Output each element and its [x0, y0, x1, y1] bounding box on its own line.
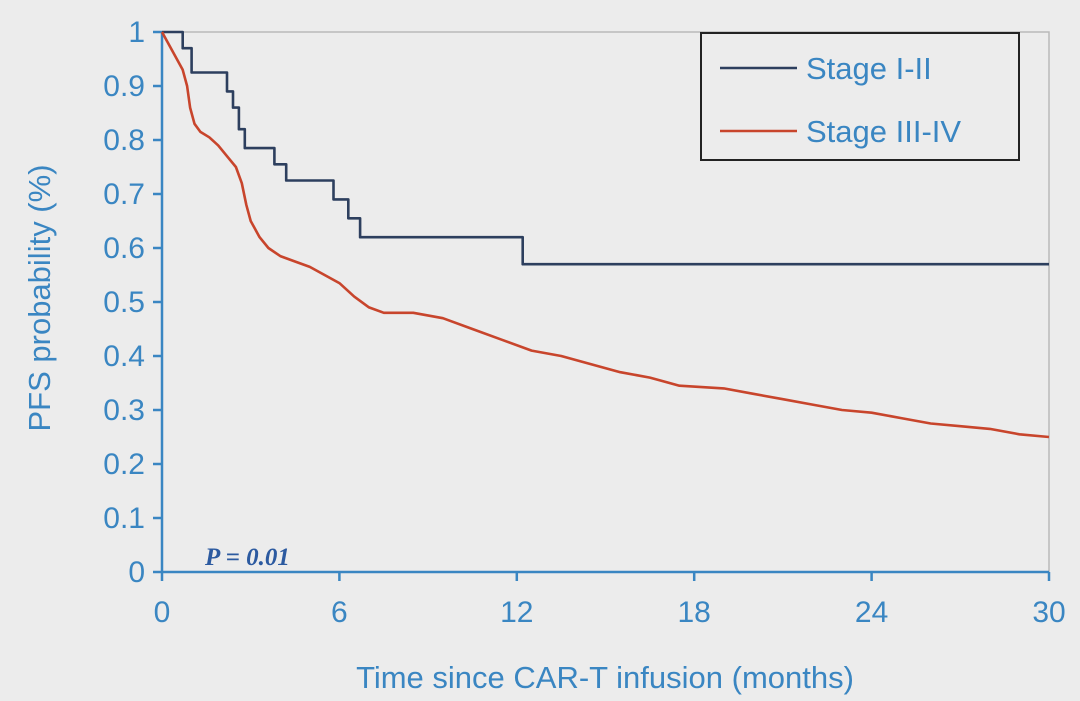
legend-box	[700, 32, 1020, 161]
y-tick-label: 0.9	[103, 70, 145, 103]
x-tick-label: 12	[500, 596, 533, 629]
y-tick-label: 1	[128, 16, 145, 49]
y-tick-label: 0.8	[103, 124, 145, 157]
y-tick-label: 0.7	[103, 178, 145, 211]
y-tick-label: 0.4	[103, 340, 145, 373]
y-tick-label: 0	[128, 556, 145, 589]
x-tick-label: 18	[678, 596, 711, 629]
axes: 0 0.1 0.2 0.3 0.4 0.5 0.6 0.7 0.8 0.9 1 0 6 12 18 24 30	[103, 16, 1065, 629]
legend-label: Stage I-II	[806, 51, 932, 86]
legend-label: Stage III-IV	[806, 114, 961, 149]
y-tick-label: 0.6	[103, 232, 145, 265]
y-tick-label: 0.1	[103, 502, 145, 535]
x-tick-label: 24	[855, 596, 888, 629]
series-line-stage-i-ii	[162, 30, 1049, 266]
x-axis-title: Time since CAR-T infusion (months)	[356, 660, 854, 695]
y-tick-label: 0.3	[103, 394, 145, 427]
legend: Stage I-II Stage III-IV	[700, 32, 1020, 161]
y-tick-label: 0.2	[103, 448, 145, 481]
series-layer	[160, 30, 1050, 439]
x-tick-label: 0	[154, 596, 171, 629]
series-line-stage-iii-iv	[160, 31, 1050, 439]
x-tick-label: 6	[331, 596, 348, 629]
p-value-annotation: P = 0.01	[204, 544, 290, 571]
x-tick-label: 30	[1032, 596, 1065, 629]
y-tick-label: 0.5	[103, 286, 145, 319]
y-axis-title: PFS probability (%)	[22, 164, 57, 431]
